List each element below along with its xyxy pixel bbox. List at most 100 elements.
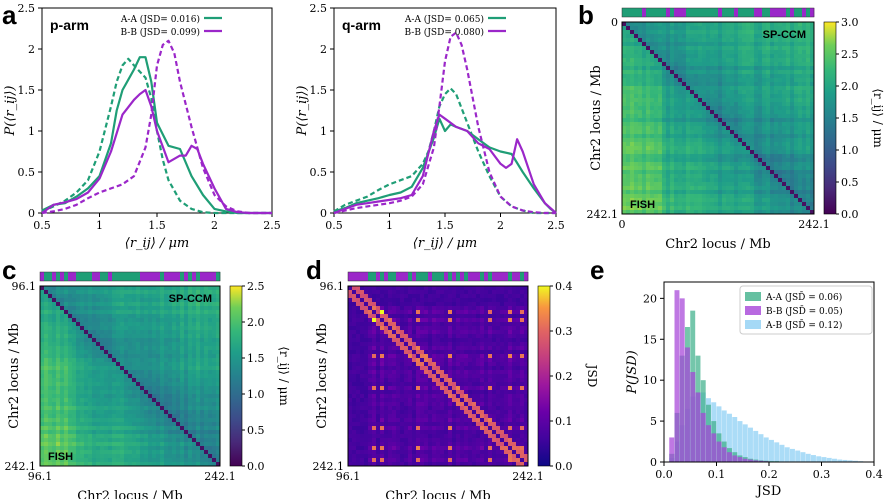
heatmap-cell: [742, 202, 747, 207]
heatmap-cell: [782, 130, 787, 135]
heatmap-cell: [64, 290, 69, 295]
heatmap-cell: [642, 194, 647, 199]
heatmap-cell: [798, 202, 803, 207]
heatmap-cell: [44, 362, 49, 367]
heatmap-cell: [140, 458, 145, 463]
legend-entry: B-B (JSD= 0.080): [405, 27, 484, 38]
heatmap-cell: [140, 438, 145, 443]
heatmap-cell: [790, 90, 795, 95]
heatmap-cell: [160, 358, 165, 363]
heatmap-cell: [180, 458, 185, 463]
heatmap-cell: [104, 454, 109, 459]
heatmap-cell: [200, 358, 205, 363]
heatmap-cell: [714, 58, 719, 63]
heatmap-cell: [758, 50, 763, 55]
heatmap-cell: [706, 210, 711, 215]
heatmap-cell: [626, 62, 631, 67]
heatmap-cell: [666, 158, 671, 163]
compartment-track-cell: [650, 8, 655, 17]
heatmap-cell: [738, 150, 743, 155]
compartment-track-cell: [714, 8, 719, 17]
heatmap-cell: [730, 186, 735, 191]
heatmap-cell: [706, 66, 711, 71]
y-axis-label: P(⟨r_ij⟩): [295, 86, 310, 137]
heatmap-cell: [100, 338, 105, 343]
compartment-track-cell: [658, 8, 663, 17]
heatmap-cell: [718, 202, 723, 207]
heatmap-cell: [196, 290, 201, 295]
heatmap-cell: [642, 42, 647, 47]
heatmap-cell: [730, 198, 735, 203]
heatmap-cell: [516, 302, 521, 307]
heatmap-cell: [60, 318, 65, 323]
heatmap-cell: [702, 74, 707, 79]
heatmap-cell: [76, 318, 81, 323]
heatmap-cell: [750, 142, 755, 147]
heatmap-cell: [702, 130, 707, 135]
heatmap-cell: [156, 458, 161, 463]
heatmap-cell: [100, 406, 105, 411]
heatmap-cell: [64, 322, 69, 327]
heatmap-cell: [678, 22, 683, 27]
heatmap-cell: [212, 398, 217, 403]
heatmap-cell: [440, 302, 445, 307]
heatmap-cell: [96, 358, 101, 363]
heatmap-cell: [168, 370, 173, 375]
heatmap-cell: [360, 294, 365, 299]
heatmap-cell: [180, 434, 185, 439]
heatmap-cell: [626, 46, 631, 51]
heatmap-cell: [734, 86, 739, 91]
heatmap-cell: [208, 394, 213, 399]
heatmap-cell: [770, 194, 775, 199]
heatmap-cell: [180, 418, 185, 423]
heatmap-cell: [520, 286, 525, 291]
heatmap-cell: [778, 118, 783, 123]
heatmap-cell: [60, 302, 65, 307]
heatmap-cell: [204, 410, 209, 415]
heatmap-cell: [196, 294, 201, 299]
heatmap-cell: [152, 314, 157, 319]
heatmap-cell: [718, 42, 723, 47]
heatmap-cell: [116, 454, 121, 459]
heatmap-cell: [364, 302, 369, 307]
heatmap-cell: [492, 318, 497, 323]
heatmap-cell: [754, 66, 759, 71]
heatmap-cell: [428, 314, 433, 319]
heatmap-cell: [674, 174, 679, 179]
heatmap-cell: [88, 378, 93, 383]
heatmap-cell: [714, 198, 719, 203]
heatmap-cell: [678, 90, 683, 95]
heatmap-cell: [164, 394, 169, 399]
heatmap-cell: [128, 346, 133, 351]
heatmap-cell: [762, 154, 767, 159]
heatmap-cell: [88, 426, 93, 431]
heatmap-cell: [766, 186, 771, 191]
heatmap-cell: [714, 122, 719, 127]
heatmap-cell: [148, 342, 153, 347]
heatmap-cell: [172, 402, 177, 407]
heatmap-cell: [802, 42, 807, 47]
heatmap-cell: [798, 138, 803, 143]
heatmap-cell: [770, 202, 775, 207]
heatmap-cell: [682, 102, 687, 107]
heatmap-cell: [44, 390, 49, 395]
heatmap-cell: [116, 406, 121, 411]
heatmap-cell: [702, 34, 707, 39]
heatmap-cell: [646, 34, 651, 39]
heatmap-cell: [208, 386, 213, 391]
heatmap-cell: [806, 46, 811, 51]
heatmap-cell: [642, 102, 647, 107]
heatmap-cell: [164, 370, 169, 375]
heatmap-cell: [180, 322, 185, 327]
heatmap-cell: [140, 306, 145, 311]
heatmap-cell: [650, 134, 655, 139]
heatmap-cell: [152, 410, 157, 415]
heatmap-cell: [172, 454, 177, 459]
heatmap-cell: [160, 298, 165, 303]
heatmap-cell: [140, 346, 145, 351]
heatmap-cell: [436, 314, 441, 319]
heatmap-cell: [64, 318, 69, 323]
heatmap-cell: [622, 174, 627, 179]
heatmap-cell: [722, 94, 727, 99]
heatmap-cell: [694, 186, 699, 191]
